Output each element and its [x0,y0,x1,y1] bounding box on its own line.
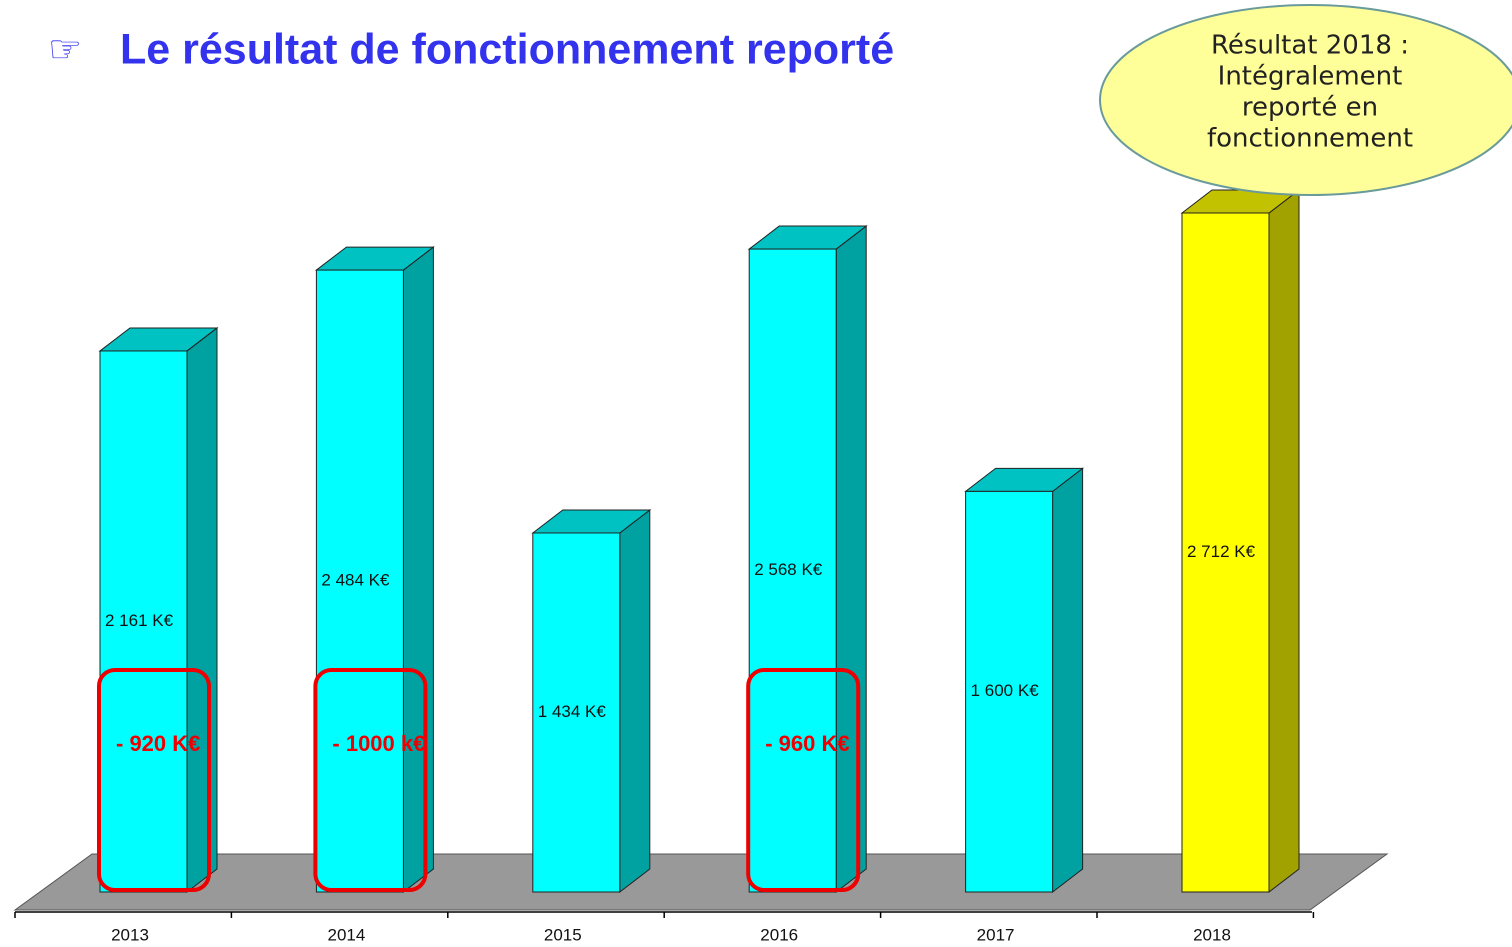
value-label: 1 434 K€ [538,702,607,721]
callout-text: fonctionnement [1207,124,1413,154]
x-tick-label: 2018 [1193,925,1231,944]
x-tick-label: 2017 [977,925,1015,944]
value-label: 2 712 K€ [1187,542,1256,561]
annotation: - 920 K€ [116,731,200,756]
callout-text: Intégralement [1218,62,1403,92]
callout-text: Résultat 2018 : [1211,31,1409,61]
bar-front [532,532,621,893]
bar-front [315,269,404,893]
annotation: - 1000 k€ [332,731,425,756]
bar-front [1181,212,1270,893]
bar-side [1052,467,1084,894]
bar [964,467,1085,894]
x-tick-label: 2013 [111,925,149,944]
bar-front [965,490,1054,893]
title-icon: ☞ [48,29,82,71]
x-tick-label: 2014 [327,925,365,944]
x-tick-label: 2015 [544,925,582,944]
bar-side [402,246,434,894]
bar [314,246,435,894]
value-label: 2 161 K€ [105,611,174,630]
bar-side [835,225,867,894]
value-label: 1 600 K€ [971,681,1040,700]
callout-text: reporté en [1242,93,1378,123]
highlight-box [97,668,211,892]
annotation: - 960 K€ [765,731,849,756]
x-tick-label: 2016 [760,925,798,944]
value-label: 2 568 K€ [754,560,823,579]
highlight-box [746,668,861,892]
bar-front [748,248,837,893]
value-label: 2 484 K€ [321,571,390,590]
floor [13,853,1389,911]
bar-side [619,508,651,894]
bar-side [1268,188,1300,894]
callout-bubble [1099,4,1512,196]
bar-side [186,326,218,894]
bar [98,326,219,894]
chart-title: Le résultat de fonctionnement reporté [120,25,894,73]
bar [1180,188,1301,894]
bar [531,508,652,894]
highlight-box [313,668,428,892]
